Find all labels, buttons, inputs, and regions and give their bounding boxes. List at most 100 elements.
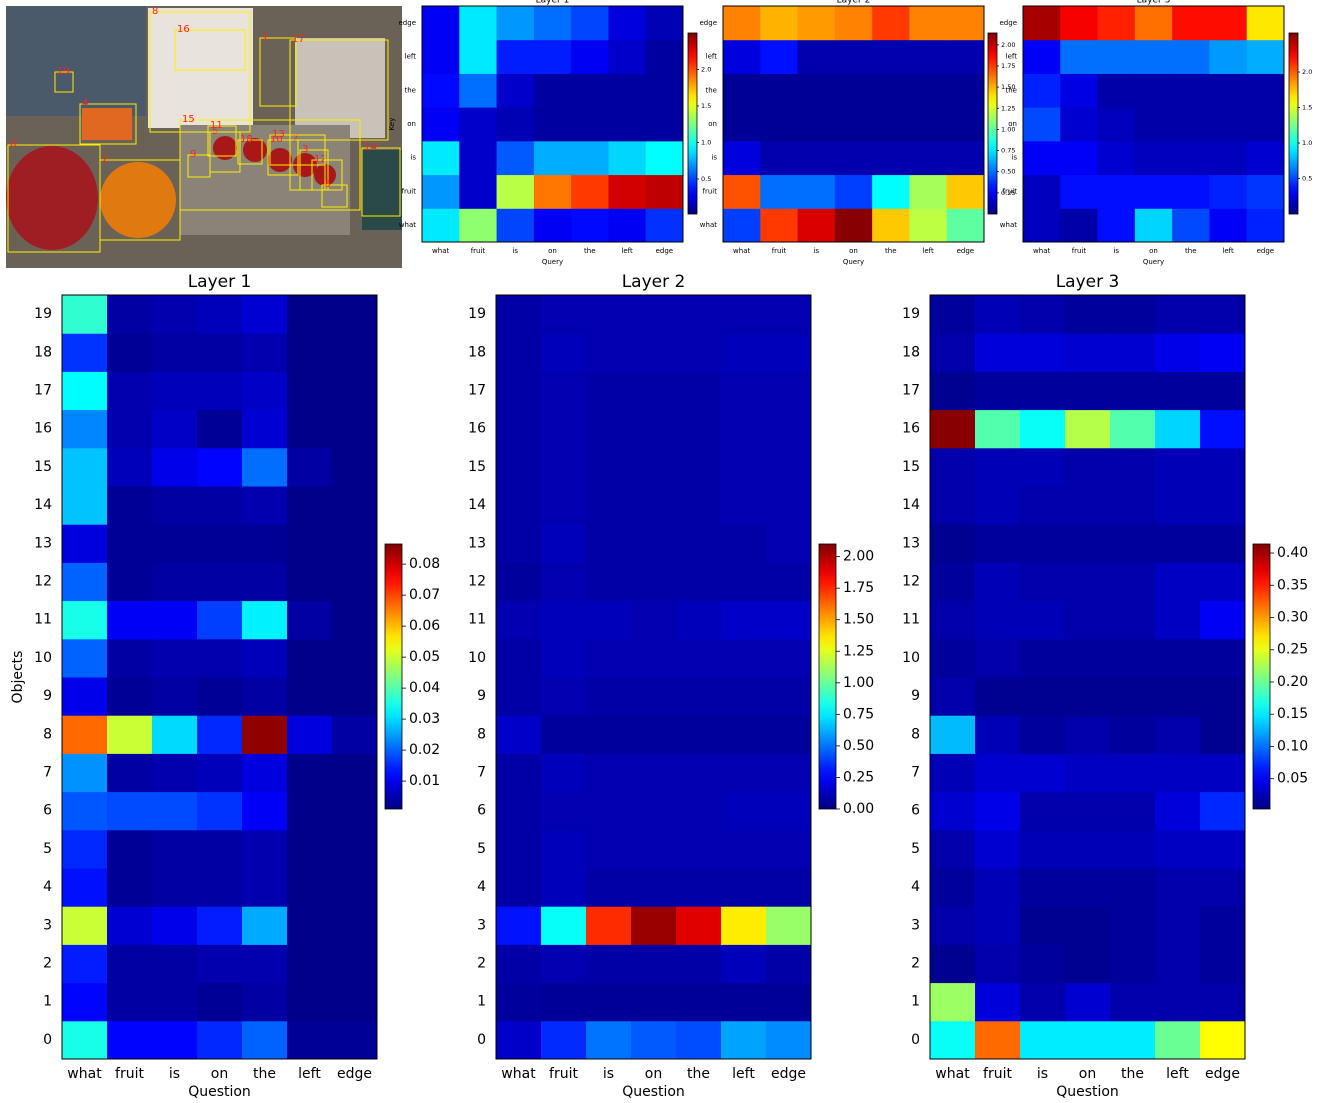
heatmap-cell: [766, 371, 812, 411]
heatmap-cell: [332, 600, 378, 640]
heatmap-cell: [496, 791, 542, 831]
colorbar-tick-label: 2.0: [1302, 68, 1312, 76]
heatmap-cell: [586, 486, 632, 525]
heatmap-cell: [152, 638, 198, 678]
heatmap-cell: [721, 371, 767, 411]
heatmap-cell: [496, 73, 535, 108]
heatmap-cell: [242, 753, 288, 793]
heatmap-cell: [975, 333, 1021, 372]
heatmap-cell: [1200, 791, 1246, 831]
y-tick-label: 5: [43, 841, 52, 857]
photo-tomato: [268, 148, 292, 172]
heatmap-cell: [1155, 982, 1201, 1022]
heatmap-cell: [930, 409, 976, 449]
heatmap-cell: [1172, 174, 1210, 209]
heatmap-cell: [1209, 174, 1248, 209]
heatmap-cell: [1110, 371, 1156, 411]
heatmap-cell: [496, 208, 535, 243]
heatmap-cell: [797, 107, 836, 142]
heatmap-cell: [766, 906, 812, 945]
heatmap-cell: [766, 409, 812, 449]
box-label: 0: [10, 139, 16, 150]
heatmap-cell: [797, 73, 836, 108]
heatmap-cell: [1200, 982, 1246, 1022]
y-tick-label: what: [1000, 221, 1017, 229]
heatmap-cell: [721, 829, 767, 869]
heatmap-cell: [834, 208, 873, 243]
heatmap-cell: [1110, 1020, 1156, 1060]
y-tick-label: 4: [43, 879, 52, 895]
heatmap-cell: [1065, 1020, 1111, 1060]
heatmap-cell: [721, 409, 767, 449]
colorbar-tick-label: 0.02: [409, 742, 440, 758]
heatmap-cell: [332, 829, 378, 869]
heatmap-cell: [676, 638, 722, 678]
x-tick-label: on: [211, 1066, 228, 1082]
y-tick-label: 12: [34, 574, 52, 590]
heatmap-cell: [1200, 677, 1246, 716]
heatmap-cell: [1200, 715, 1246, 754]
x-tick-label: what: [67, 1066, 102, 1082]
heatmap-cell: [242, 944, 288, 984]
heatmap-cell: [1155, 333, 1201, 372]
heatmap-cell: [975, 600, 1021, 640]
heatmap-cell: [1172, 107, 1210, 142]
heatmap-cell: [930, 715, 976, 754]
heatmap-cell: [197, 753, 243, 793]
heatmap-cell: [422, 107, 460, 142]
heatmap-cell: [1134, 6, 1173, 41]
heatmap-cell: [766, 486, 812, 525]
heatmap-cell: [62, 447, 108, 487]
colorbar-tick-label: 1.5: [1302, 104, 1312, 112]
chart-title: Layer 2: [837, 0, 871, 6]
heatmap-cell: [723, 208, 761, 243]
heatmap-cell: [496, 6, 535, 41]
heatmap-cell: [1065, 562, 1111, 602]
heatmap-cell: [496, 107, 535, 142]
heatmap-cell: [541, 982, 587, 1022]
heatmap-cell: [496, 562, 542, 602]
x-tick-label: left: [1222, 247, 1234, 255]
x-tick-label: fruit: [983, 1066, 1012, 1082]
y-tick-label: 18: [468, 344, 486, 360]
heatmap-cell: [496, 753, 542, 793]
heatmap-cell: [631, 333, 677, 372]
heatmap-cell: [62, 753, 108, 793]
heatmap-cell: [332, 868, 378, 907]
heatmap-cell: [541, 715, 587, 754]
heatmap-cell: [496, 295, 542, 334]
heatmap-cell: [571, 73, 609, 108]
heatmap-cell: [152, 944, 198, 984]
heatmap-cell: [586, 447, 632, 487]
colorbar-tick-label: 0.25: [843, 769, 874, 785]
heatmap-cell: [946, 107, 985, 142]
heatmap-cell: [332, 944, 378, 984]
y-axis-label: Key: [388, 118, 396, 131]
heatmap-cell: [723, 73, 761, 108]
heatmap-cell: [676, 944, 722, 984]
heatmap-cell: [930, 1020, 976, 1060]
heatmap-cell: [459, 140, 498, 176]
heatmap-cell: [107, 600, 153, 640]
heatmap-cell: [766, 600, 812, 640]
heatmap-cell: [242, 486, 288, 525]
heatmap-cell: [242, 638, 288, 678]
heatmap-cell: [496, 638, 542, 678]
heatmap-cell: [152, 562, 198, 602]
heatmap-cell: [721, 562, 767, 602]
heatmap-cell: [152, 447, 198, 487]
heatmap-cell: [571, 6, 609, 41]
box-label: 16: [177, 24, 190, 35]
y-tick-label: left: [1006, 53, 1018, 61]
heatmap-cell: [332, 791, 378, 831]
y-tick-label: 7: [911, 765, 920, 781]
heatmap-cell: [242, 371, 288, 411]
x-tick-label: on: [548, 247, 557, 255]
heatmap-cell: [1246, 73, 1285, 108]
heatmap-cell: [332, 1020, 378, 1060]
y-tick-label: 9: [43, 688, 52, 704]
x-tick-label: fruit: [115, 1066, 144, 1082]
heatmap-cell: [541, 409, 587, 449]
colorbar-tick-label: 0.04: [409, 680, 440, 696]
heatmap-cell: [1065, 638, 1111, 678]
